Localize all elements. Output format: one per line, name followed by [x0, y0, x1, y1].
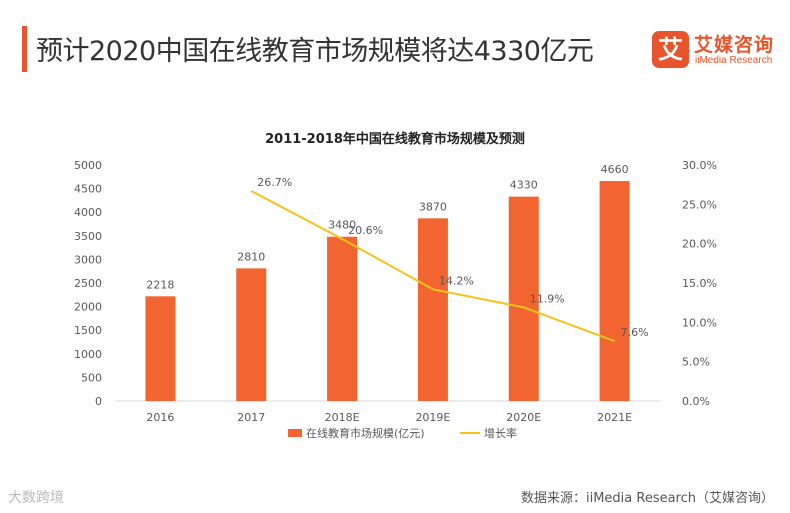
line-data-label: 20.6% — [348, 224, 383, 237]
y-right-tick-label: 25.0% — [682, 198, 717, 211]
line-data-label: 14.2% — [439, 274, 474, 287]
logo-mark-icon: 艾 — [652, 31, 689, 68]
y-left-tick-label: 3000 — [74, 253, 102, 266]
bar — [508, 196, 539, 401]
y-left-tick-label: 4000 — [74, 206, 102, 219]
bar — [236, 268, 267, 401]
y-right-tick-label: 20.0% — [682, 238, 717, 251]
legend-line-label: 增长率 — [484, 426, 517, 440]
bar-data-label: 4660 — [601, 163, 629, 176]
brand-logo: 艾 艾媒咨询 iiMedia Research — [652, 31, 778, 71]
logo-name-cn: 艾媒咨询 — [694, 34, 775, 56]
x-tick-label: 2020E — [506, 411, 541, 424]
bar-data-label: 2810 — [237, 250, 265, 263]
x-tick-label: 2018E — [325, 411, 360, 424]
y-left-tick-label: 3500 — [74, 230, 102, 243]
y-left-tick-label: 1500 — [74, 324, 102, 337]
y-right-tick-label: 5.0% — [682, 356, 710, 369]
data-source: 数据来源：iiMedia Research（艾媒咨询） — [520, 491, 774, 506]
y-left-tick-label: 4500 — [74, 183, 102, 196]
y-left-tick-label: 5000 — [74, 159, 102, 172]
bar-data-label: 3480 — [328, 219, 356, 232]
bar — [327, 236, 358, 401]
y-left-tick-label: 2000 — [74, 301, 102, 314]
line-data-label: 26.7% — [257, 176, 292, 189]
logo-name-en: iiMedia Research — [695, 55, 773, 66]
page-title: 预计2020中国在线教育市场规模将达4330亿元 — [36, 36, 594, 67]
bar-data-label: 3870 — [419, 200, 447, 213]
bar-data-label: 4330 — [510, 179, 538, 192]
line-data-label: 11.9% — [530, 292, 565, 305]
legend-bar-label: 在线教育市场规模(亿元) — [306, 426, 425, 440]
x-tick-label: 2021E — [597, 411, 632, 424]
y-left-tick-label: 500 — [81, 371, 102, 384]
title-accent-bar — [22, 26, 27, 72]
legend-bar-swatch — [288, 429, 302, 437]
chart-title: 2011-2018年中国在线教育市场规模及预测 — [265, 132, 525, 147]
line-data-label: 7.6% — [621, 326, 649, 339]
y-left-tick-label: 2500 — [74, 277, 102, 290]
x-tick-label: 2017 — [237, 411, 265, 424]
bar — [599, 181, 630, 401]
y-left-tick-label: 0 — [95, 395, 102, 408]
bar-data-label: 2218 — [146, 278, 174, 291]
y-right-tick-label: 15.0% — [682, 277, 717, 290]
bar — [417, 218, 448, 401]
y-right-tick-label: 0.0% — [682, 395, 710, 408]
x-tick-label: 2016 — [146, 411, 174, 424]
y-right-tick-label: 10.0% — [682, 316, 717, 329]
y-right-tick-label: 30.0% — [682, 159, 717, 172]
bar — [145, 296, 176, 401]
watermark: 大数跨境 — [8, 490, 64, 506]
x-tick-label: 2019E — [415, 411, 450, 424]
growth-rate-line — [250, 190, 615, 343]
y-left-tick-label: 1000 — [74, 348, 102, 361]
